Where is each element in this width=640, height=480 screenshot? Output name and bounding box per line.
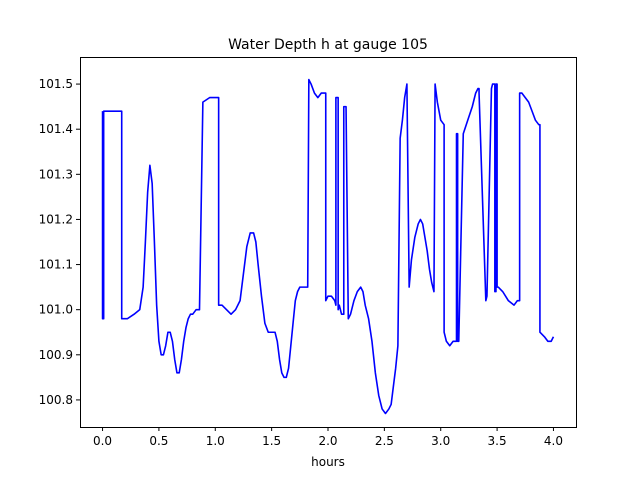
x-axis-ticks: 0.0 0.5 1.0 1.5 2.0 2.5 3.0 3.5 4.0 (93, 427, 563, 448)
y-axis-ticks: 100.8 100.9 101.0 101.1 101.2 101.3 101.4 101.5 (39, 77, 80, 407)
x-tick-label: 2.0 (318, 434, 337, 448)
x-axis-title: hours (311, 455, 345, 469)
y-tick-label: 101.3 (39, 167, 73, 181)
x-tick-label: 1.5 (262, 434, 281, 448)
y-tick-label: 101.2 (39, 212, 73, 226)
x-tick-label: 2.5 (375, 434, 394, 448)
x-tick-label: 0.0 (93, 434, 112, 448)
plot-area (101, 78, 555, 415)
chart-title: Water Depth h at gauge 105 (228, 37, 428, 53)
y-tick-label: 101.5 (39, 77, 73, 91)
x-tick-label: 4.0 (544, 434, 563, 448)
x-tick-label: 1.0 (206, 434, 225, 448)
y-tick-label: 100.9 (39, 348, 73, 362)
y-tick-label: 101.1 (39, 258, 73, 272)
series-line (101, 78, 555, 415)
x-tick-label: 3.0 (431, 434, 450, 448)
y-tick-label: 101.4 (39, 122, 73, 136)
y-tick-label: 100.8 (39, 393, 73, 407)
x-tick-label: 3.5 (488, 434, 507, 448)
y-tick-label: 101.0 (39, 303, 73, 317)
plot-frame (80, 57, 577, 428)
x-tick-label: 0.5 (149, 434, 168, 448)
